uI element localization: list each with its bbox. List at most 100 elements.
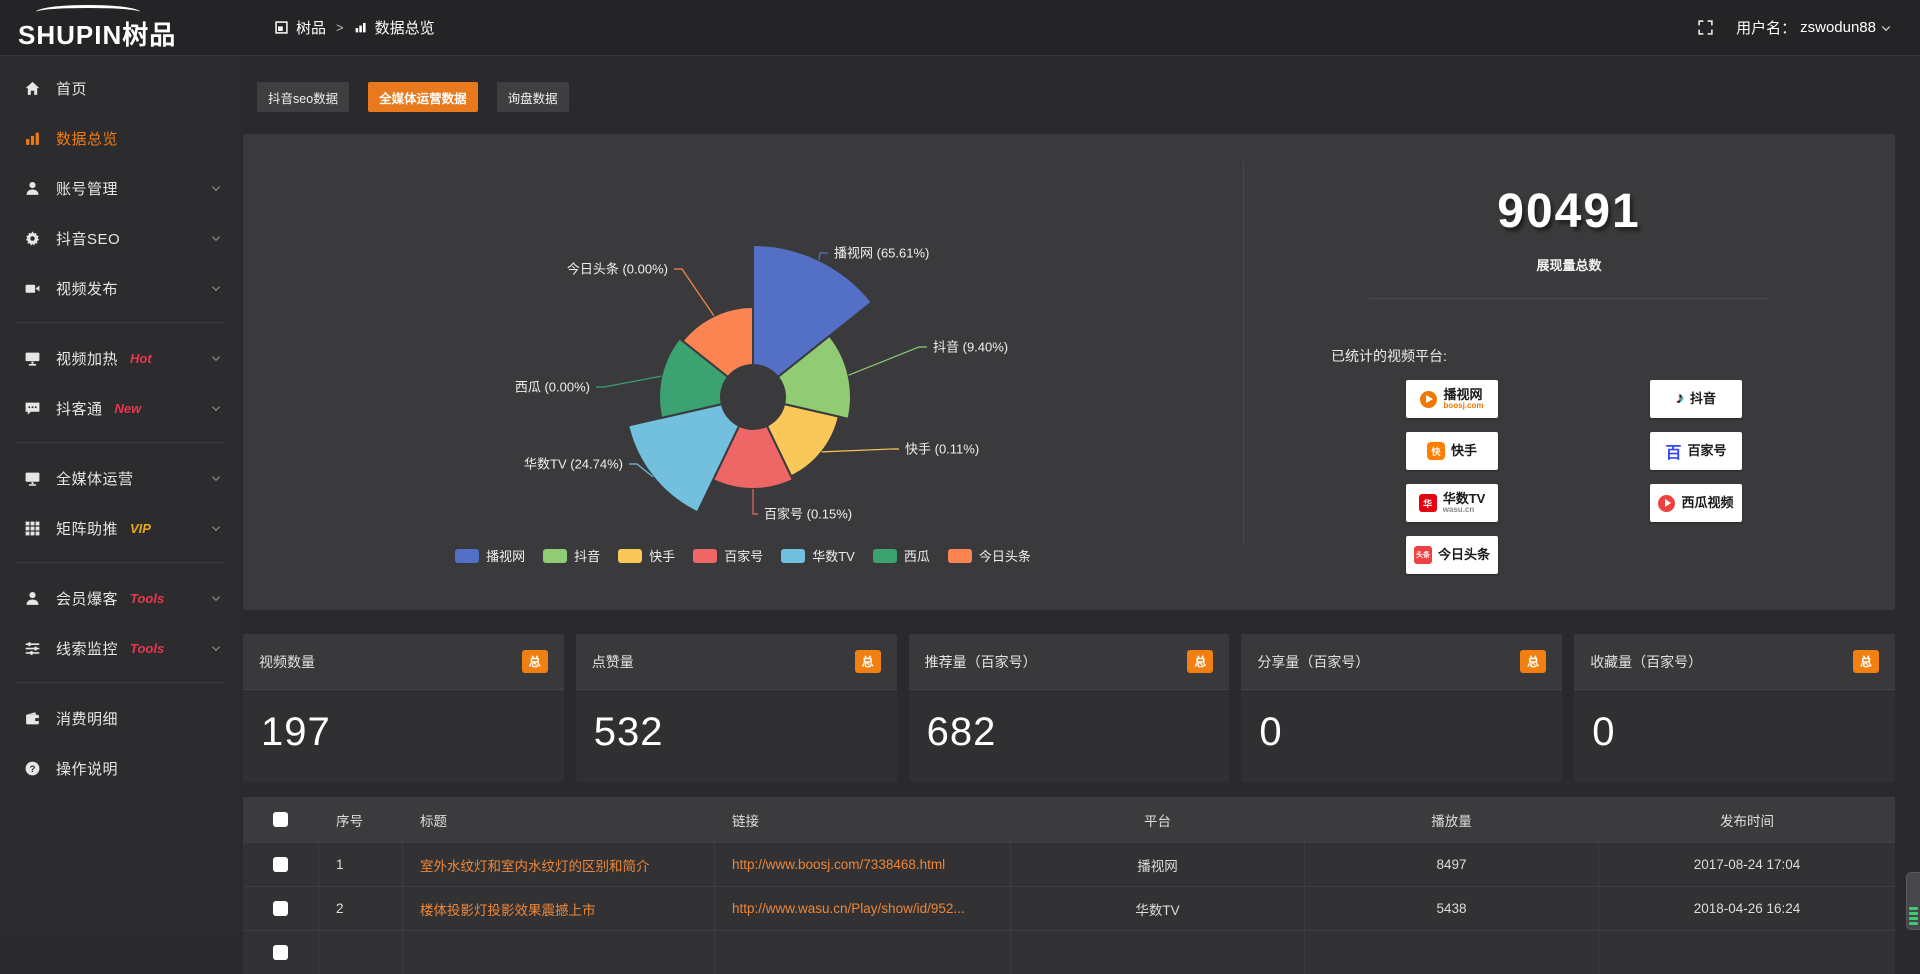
floating-widget[interactable] bbox=[1906, 872, 1920, 930]
legend-item[interactable]: 快手 bbox=[618, 546, 675, 565]
gear-icon bbox=[24, 230, 41, 247]
tools-badge: Tools bbox=[130, 640, 165, 656]
chart-panel: 播视网 (65.61%) 抖音 (9.40%) 快手 (0.11%) 百家号 (0.1… bbox=[243, 134, 1895, 610]
sidebar-item-member-tools[interactable]: 会员爆客 Tools bbox=[0, 573, 240, 623]
row-select-cell bbox=[243, 887, 318, 930]
chevron-down-icon bbox=[1881, 25, 1891, 31]
total-impressions-value: 90491 bbox=[1497, 185, 1641, 238]
sliders-icon bbox=[24, 640, 41, 657]
tab-inquiry-data[interactable]: 询盘数据 bbox=[496, 82, 569, 112]
legend-swatch-icon bbox=[693, 548, 718, 563]
stat-card-shares: 分享量（百家号） 总 0 bbox=[1241, 634, 1563, 782]
stat-card-favorites: 收藏量（百家号） 总 0 bbox=[1574, 634, 1895, 782]
pie-slice-5[interactable] bbox=[658, 336, 730, 420]
sidebar-item-video-publish[interactable]: 视频发布 bbox=[0, 263, 240, 313]
label-line bbox=[596, 375, 662, 388]
tab-omnimedia-data[interactable]: 全媒体运营数据 bbox=[368, 82, 478, 112]
pie-slice-0[interactable] bbox=[752, 243, 874, 379]
chart-legend: 播视网 抖音 快手 百家号 华数TV 西瓜 今日头条 bbox=[243, 546, 1243, 565]
chevron-down-icon bbox=[211, 596, 221, 602]
legend-swatch-icon bbox=[947, 548, 972, 563]
row-checkbox[interactable] bbox=[273, 945, 288, 960]
pie-label: 百家号 (0.15%) bbox=[764, 507, 852, 522]
pie-slice-6[interactable] bbox=[681, 305, 754, 379]
sidebar-item-video-heat[interactable]: 视频加热 Hot bbox=[0, 333, 240, 383]
sidebar-item-help[interactable]: ? 操作说明 bbox=[0, 743, 240, 793]
legend-item[interactable]: 百家号 bbox=[693, 546, 763, 565]
legend-item[interactable]: 播视网 bbox=[455, 546, 525, 565]
col-publish-time: 发布时间 bbox=[1598, 797, 1895, 842]
col-title: 标题 bbox=[402, 797, 714, 842]
video-publish-icon bbox=[24, 280, 41, 297]
breadcrumb-separator: > bbox=[336, 20, 344, 35]
chevron-down-icon bbox=[211, 236, 221, 242]
video-url-link[interactable]: http://www.wasu.cn/Play/show/id/952... bbox=[732, 901, 965, 916]
stat-card-recommendations: 推荐量（百家号） 总 682 bbox=[908, 634, 1230, 782]
card-value: 532 bbox=[593, 710, 664, 754]
legend-item[interactable]: 抖音 bbox=[543, 546, 600, 565]
monitor-icon bbox=[24, 350, 41, 367]
label-line bbox=[629, 463, 654, 478]
legend-label: 抖音 bbox=[574, 549, 601, 564]
platform-badges: 播视网 boosj.com 快 快手 华 华数TV wasu.cn 头条 今日头条 bbox=[1406, 380, 1742, 574]
platform-badges-right: ♪ 抖音 百 百家号 西瓜视频 bbox=[1650, 380, 1742, 574]
sidebar-item-omnimedia[interactable]: 全媒体运营 bbox=[0, 453, 240, 503]
chevron-down-icon bbox=[211, 476, 221, 482]
card-value: 0 bbox=[1259, 710, 1283, 754]
sidebar-divider bbox=[14, 562, 226, 563]
new-badge: New bbox=[114, 400, 142, 416]
row-checkbox[interactable] bbox=[273, 901, 288, 916]
sidebar-divider bbox=[14, 322, 226, 323]
logo-arc-icon bbox=[36, 4, 140, 19]
pie-label: 西瓜 (0.00%) bbox=[515, 380, 590, 395]
label-line bbox=[848, 346, 927, 376]
legend-label: 华数TV bbox=[812, 549, 855, 564]
select-all-checkbox[interactable] bbox=[273, 812, 288, 827]
pie-label: 今日头条 (0.00%) bbox=[567, 262, 668, 277]
sidebar-item-expense-detail[interactable]: 消费明细 bbox=[0, 693, 240, 743]
sidebar: 首页 数据总览 账号管理 抖音SEO 视频发布 视频加热 Hot 抖客通 New… bbox=[0, 56, 240, 936]
fullscreen-icon[interactable] bbox=[1697, 19, 1714, 36]
card-title: 视频数量 bbox=[259, 653, 315, 670]
breadcrumb-root[interactable]: 树品 bbox=[296, 20, 327, 37]
legend-item[interactable]: 华数TV bbox=[781, 546, 855, 565]
user-menu[interactable]: 用户名： zswodun88 bbox=[1736, 17, 1892, 38]
pie-label: 华数TV (24.74%) bbox=[524, 457, 623, 472]
sidebar-item-matrix-boost[interactable]: 矩阵助推 VIP bbox=[0, 503, 240, 553]
tab-douyin-seo-data[interactable]: 抖音seo数据 bbox=[257, 82, 350, 112]
toutiao-logo-icon: 头条 bbox=[1413, 546, 1432, 564]
legend-item[interactable]: 西瓜 bbox=[872, 546, 930, 565]
platform-badge-baijiahao: 百 百家号 bbox=[1650, 432, 1742, 470]
plays-cell: 8497 bbox=[1304, 843, 1598, 886]
legend-label: 西瓜 bbox=[903, 549, 930, 564]
sidebar-item-clue-monitor[interactable]: 线索监控 Tools bbox=[0, 623, 240, 673]
col-seq: 序号 bbox=[318, 797, 402, 842]
chat-icon bbox=[24, 400, 41, 417]
pie-slice-1[interactable] bbox=[776, 334, 852, 420]
total-badge: 总 bbox=[521, 650, 548, 673]
row-checkbox[interactable] bbox=[273, 857, 288, 872]
chevron-down-icon bbox=[211, 406, 221, 412]
vip-badge: VIP bbox=[130, 520, 151, 536]
legend-swatch-icon bbox=[455, 548, 480, 563]
sidebar-item-home[interactable]: 首页 bbox=[0, 63, 240, 113]
link-cell: http://www.wasu.cn/Play/show/id/952... bbox=[714, 887, 1010, 930]
video-title-link[interactable]: 室外水纹灯和室内水纹灯的区别和简介 bbox=[420, 858, 650, 874]
chevron-down-icon bbox=[211, 646, 221, 652]
sidebar-item-accounts[interactable]: 账号管理 bbox=[0, 163, 240, 213]
card-value: 682 bbox=[926, 710, 997, 754]
video-title-link[interactable]: 楼体投影灯投影效果震撼上市 bbox=[420, 902, 596, 918]
seq-cell: 1 bbox=[318, 843, 402, 886]
total-badge: 总 bbox=[1852, 650, 1879, 673]
sidebar-item-data-overview[interactable]: 数据总览 bbox=[0, 113, 240, 163]
sidebar-item-douketong[interactable]: 抖客通 New bbox=[0, 383, 240, 433]
data-tabs: 抖音seo数据 全媒体运营数据 询盘数据 bbox=[257, 82, 1895, 112]
pie-slice-4[interactable] bbox=[627, 402, 741, 514]
legend-swatch-icon bbox=[543, 548, 568, 563]
legend-item[interactable]: 今日头条 bbox=[947, 546, 1031, 565]
summary-divider bbox=[1369, 298, 1769, 299]
xigua-logo-icon bbox=[1658, 494, 1676, 512]
video-url-link[interactable]: http://www.boosj.com/7338468.html bbox=[732, 857, 946, 872]
platform-badge-boosj: 播视网 boosj.com bbox=[1406, 380, 1498, 418]
sidebar-item-douyin-seo[interactable]: 抖音SEO bbox=[0, 213, 240, 263]
